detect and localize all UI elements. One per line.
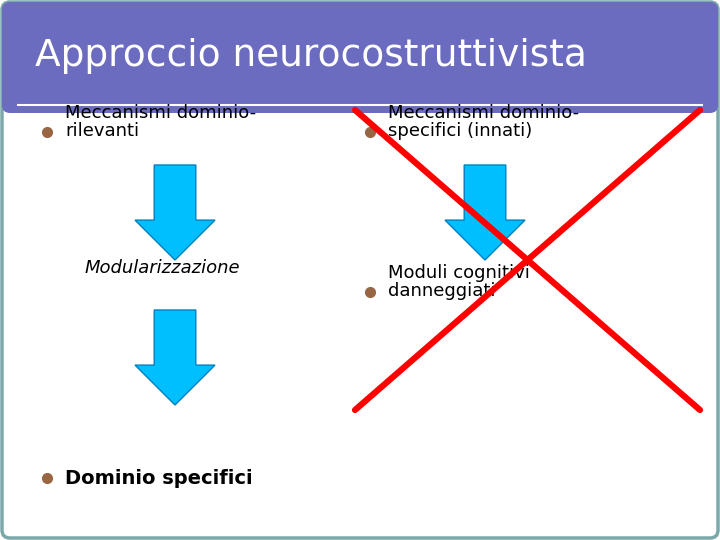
Text: Approccio neurocostruttivista: Approccio neurocostruttivista xyxy=(35,38,587,74)
Polygon shape xyxy=(135,165,215,260)
FancyBboxPatch shape xyxy=(2,2,718,113)
Text: Moduli cognitivi: Moduli cognitivi xyxy=(388,264,530,282)
Text: Dominio specifici: Dominio specifici xyxy=(65,469,253,488)
Polygon shape xyxy=(445,165,525,260)
Text: Meccanismi dominio-: Meccanismi dominio- xyxy=(388,104,579,122)
Text: danneggiati: danneggiati xyxy=(388,282,495,300)
Text: rilevanti: rilevanti xyxy=(65,122,139,140)
Text: specifici (innati): specifici (innati) xyxy=(388,122,532,140)
Text: Meccanismi dominio-: Meccanismi dominio- xyxy=(65,104,256,122)
Text: Modularizzazione: Modularizzazione xyxy=(85,259,240,277)
Polygon shape xyxy=(135,310,215,405)
